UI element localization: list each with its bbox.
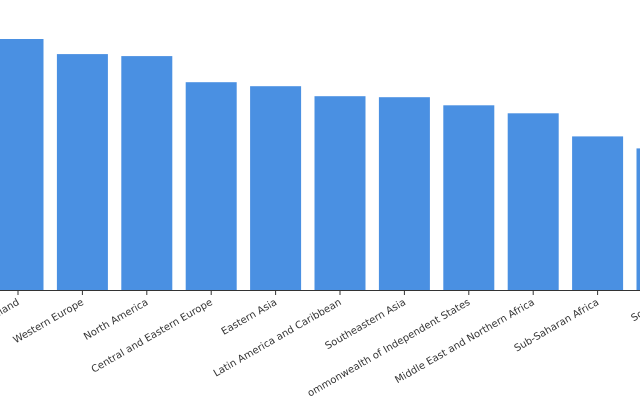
bar-2 — [121, 56, 173, 290]
bar-5 — [314, 96, 366, 290]
x-tick-label-5: Latin America and Caribbean — [212, 297, 344, 379]
bar-0 — [0, 39, 44, 290]
bar-3 — [185, 82, 237, 290]
x-tick-label-1: Western Europe — [12, 297, 86, 346]
x-tick-label-3: Central and Eastern Europe — [90, 297, 215, 375]
bars-layer — [0, 39, 640, 290]
bar-4 — [250, 86, 302, 290]
bar-6 — [378, 97, 430, 290]
bar-8 — [507, 113, 559, 290]
bar-10 — [636, 148, 640, 290]
x-tick-label-4: Eastern Asia — [220, 297, 279, 338]
bar-1 — [56, 54, 108, 290]
bar-7 — [443, 105, 495, 290]
bar-9 — [572, 136, 624, 290]
x-tick-label-10: Southe — [629, 297, 640, 324]
x-tick-label-0: ealand — [0, 297, 21, 323]
